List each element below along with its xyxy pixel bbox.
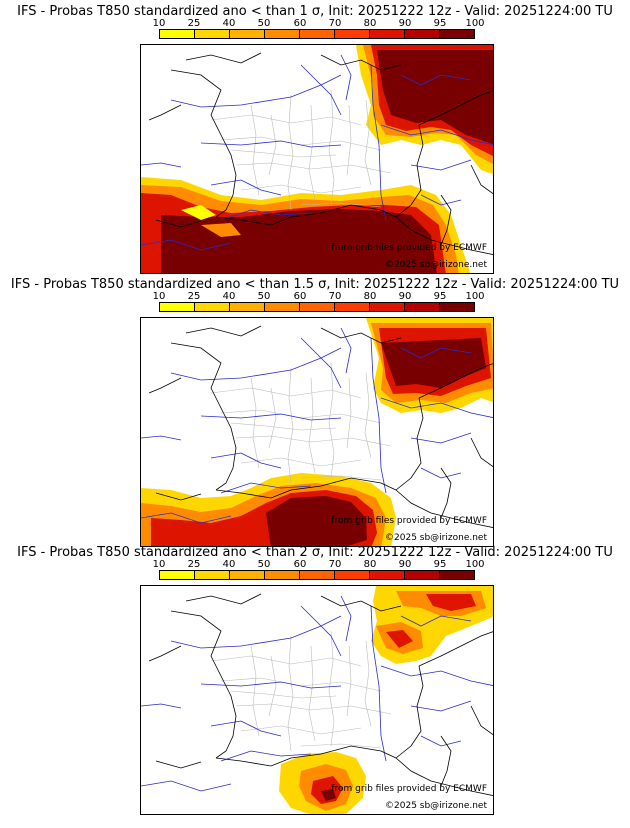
colorbar-label: 25 <box>187 559 201 570</box>
colorbar-swatch <box>160 571 195 579</box>
colorbar-swatch <box>195 30 230 38</box>
panel-title: IFS - Probas T850 standardized ano < tha… <box>17 4 613 19</box>
panel-1-5sigma: IFS - Probas T850 standardized ano < tha… <box>0 277 630 549</box>
colorbar-swatch <box>160 30 195 38</box>
probability-field-northeast <box>371 586 493 664</box>
colorbar-label: 90 <box>398 559 412 570</box>
colorbar-label: 10 <box>152 18 166 29</box>
colorbar-label: 40 <box>222 291 236 302</box>
colorbar <box>159 29 475 39</box>
probability-map: from grib files provided by ECMWF ©2025 … <box>140 44 494 274</box>
colorbar-label: 40 <box>222 559 236 570</box>
colorbar-swatch <box>230 30 265 38</box>
colorbar-swatch <box>440 571 474 579</box>
colorbar-label: 80 <box>363 18 377 29</box>
colorbar-swatch <box>405 30 440 38</box>
colorbar-label: 70 <box>328 291 342 302</box>
colorbar-label: 90 <box>398 18 412 29</box>
colorbar-swatch <box>370 30 405 38</box>
colorbar-label: 60 <box>293 18 307 29</box>
colorbar-label: 10 <box>152 291 166 302</box>
colorbar-swatch <box>265 30 300 38</box>
colorbar-label: 100 <box>465 559 485 570</box>
probability-field-south <box>141 473 396 546</box>
colorbar-swatch <box>440 30 474 38</box>
copyright-credit: ©2025 sb@irizone.net <box>385 533 487 543</box>
colorbar-label: 40 <box>222 18 236 29</box>
panel-2sigma: IFS - Probas T850 standardized ano < tha… <box>0 545 630 817</box>
colorbar-swatch <box>265 571 300 579</box>
colorbar-swatch <box>335 571 370 579</box>
panel-title: IFS - Probas T850 standardized ano < tha… <box>17 545 613 560</box>
copyright-credit: ©2025 sb@irizone.net <box>385 801 487 811</box>
probability-field-south <box>279 752 366 814</box>
colorbar-label: 100 <box>465 18 485 29</box>
colorbar-swatch <box>265 303 300 311</box>
data-source-credit: from grib files provided by ECMWF <box>331 784 487 794</box>
copyright-credit: ©2025 sb@irizone.net <box>385 260 487 270</box>
colorbar-swatch <box>195 571 230 579</box>
panel-1sigma: IFS - Probas T850 standardized ano < tha… <box>0 4 630 276</box>
colorbar-swatch <box>195 303 230 311</box>
colorbar-label: 95 <box>433 559 447 570</box>
colorbar-label: 80 <box>363 291 377 302</box>
colorbar-swatch <box>230 303 265 311</box>
colorbar-swatch <box>300 30 335 38</box>
colorbar-label: 70 <box>328 559 342 570</box>
colorbar-label: 10 <box>152 559 166 570</box>
colorbar-label: 70 <box>328 18 342 29</box>
colorbar-label: 25 <box>187 18 201 29</box>
colorbar-swatch <box>230 571 265 579</box>
data-source-credit: from grib files provided by ECMWF <box>331 516 487 526</box>
colorbar <box>159 302 475 312</box>
colorbar-label: 60 <box>293 559 307 570</box>
colorbar <box>159 570 475 580</box>
colorbar-label: 90 <box>398 291 412 302</box>
colorbar-swatch <box>300 303 335 311</box>
colorbar-label: 100 <box>465 291 485 302</box>
colorbar-label: 60 <box>293 291 307 302</box>
colorbar-swatch <box>405 571 440 579</box>
colorbar-swatch <box>370 303 405 311</box>
probability-field-northeast <box>356 45 493 175</box>
colorbar-label: 25 <box>187 291 201 302</box>
panel-title: IFS - Probas T850 standardized ano < tha… <box>10 277 620 292</box>
colorbar-swatch <box>335 30 370 38</box>
probability-field-northeast <box>366 318 493 413</box>
colorbar-swatch <box>370 571 405 579</box>
colorbar-swatch <box>405 303 440 311</box>
colorbar-label: 50 <box>257 291 271 302</box>
colorbar-labels: 10 25 40 50 60 70 80 90 95 100 <box>152 291 485 303</box>
colorbar-label: 95 <box>433 18 447 29</box>
colorbar-swatch <box>440 303 474 311</box>
colorbar-swatch <box>335 303 370 311</box>
data-source-credit: from grib files provided by ECMWF <box>331 243 487 253</box>
colorbar-labels: 10 25 40 50 60 70 80 90 95 100 <box>152 18 485 30</box>
colorbar-label: 95 <box>433 291 447 302</box>
colorbar-labels: 10 25 40 50 60 70 80 90 95 100 <box>152 559 485 571</box>
colorbar-label: 50 <box>257 559 271 570</box>
probability-map: from grib files provided by ECMWF ©2025 … <box>140 317 494 547</box>
colorbar-label: 80 <box>363 559 377 570</box>
probability-field-south <box>141 177 471 273</box>
colorbar-swatch <box>160 303 195 311</box>
probability-map: from grib files provided by ECMWF ©2025 … <box>140 585 494 815</box>
colorbar-swatch <box>300 571 335 579</box>
colorbar-label: 50 <box>257 18 271 29</box>
